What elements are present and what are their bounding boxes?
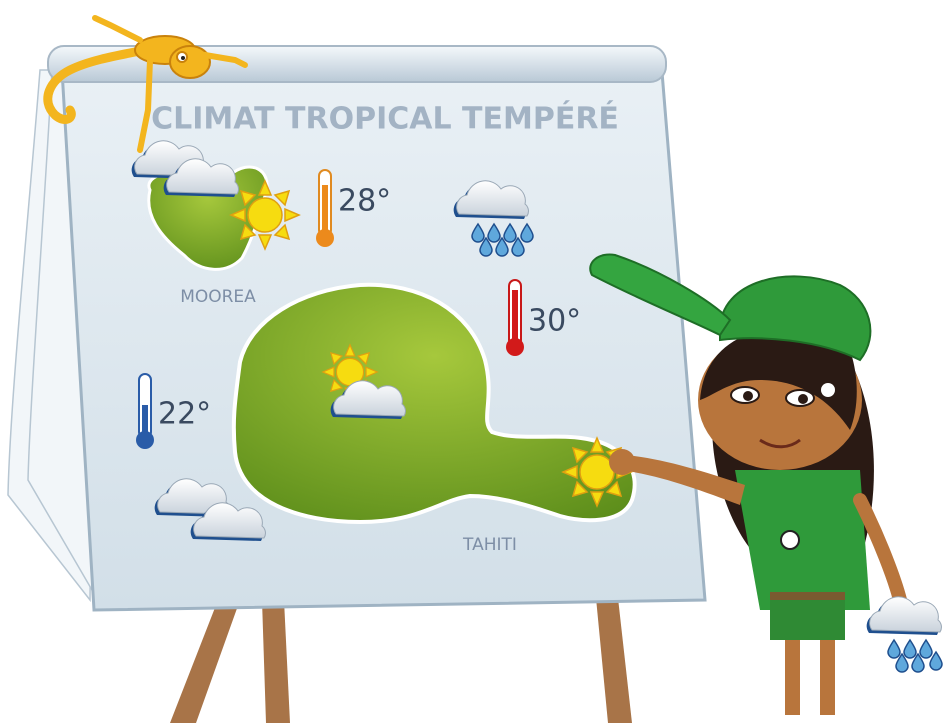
- thermometer: [316, 170, 334, 247]
- easel-legs: [170, 598, 632, 723]
- girl-part: [609, 449, 635, 475]
- illustration: CLIMAT TROPICAL TEMPÉRÉ MOOREA 28° 30° T…: [0, 0, 951, 723]
- thermometer: [506, 280, 524, 356]
- easel-legs-part: [596, 598, 632, 723]
- temperature: 28°: [338, 184, 391, 219]
- rain-drops: [888, 640, 942, 672]
- page: {"title": "CLIMAT TROPICAL TEMPÉRÉ", "is…: [0, 0, 951, 723]
- girl-part: [743, 391, 753, 401]
- girl-part: [785, 640, 800, 715]
- easel-legs-part: [170, 600, 240, 723]
- easel-legs-part: [262, 600, 290, 723]
- sun: [231, 181, 299, 249]
- thermometer-part: [136, 431, 154, 449]
- board-title: CLIMAT TROPICAL TEMPÉRÉ: [151, 101, 619, 137]
- rain-drops-part: [888, 640, 900, 658]
- gecko-part: [181, 56, 185, 60]
- girl-part: [798, 394, 808, 404]
- rain-drops-part: [920, 640, 932, 658]
- thermometer-part: [322, 185, 328, 235]
- girl-part: [770, 592, 845, 600]
- girl-part: [781, 531, 799, 549]
- gecko-part: [95, 18, 140, 40]
- girl-part: [820, 640, 835, 715]
- gecko-part: [170, 46, 210, 78]
- thermometer-part: [506, 338, 524, 356]
- thermometer: [136, 374, 154, 449]
- island-label: TAHITI: [462, 535, 517, 555]
- temperature: 22°: [158, 397, 211, 432]
- thermometer-part: [316, 229, 334, 247]
- thermometer-part: [512, 290, 518, 345]
- rain-drops-part: [904, 640, 916, 658]
- girl-part: [821, 383, 835, 397]
- girl-part: [770, 595, 845, 640]
- temperature: 30°: [528, 304, 581, 339]
- rain-cloud: [867, 597, 942, 635]
- island-label: MOOREA: [180, 287, 256, 307]
- girl-part: [735, 470, 870, 610]
